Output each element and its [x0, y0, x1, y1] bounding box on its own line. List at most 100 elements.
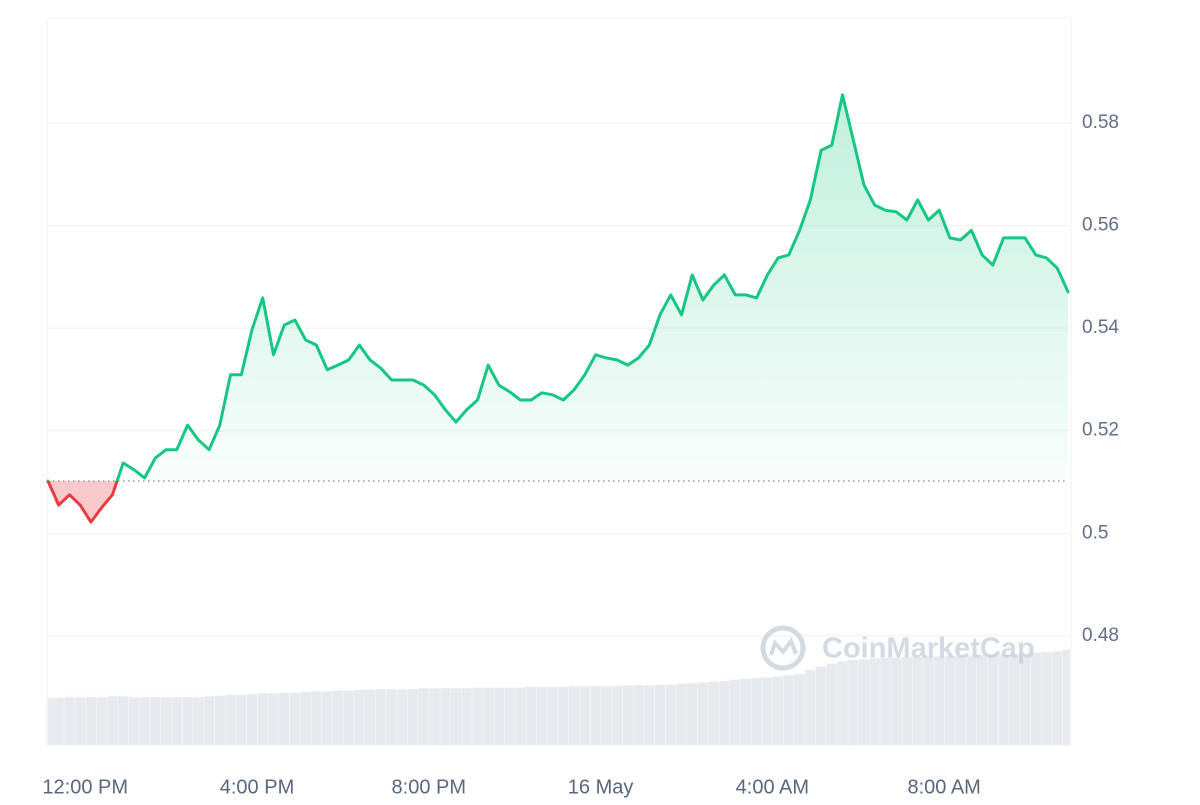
volume-bar — [235, 694, 247, 746]
volume-bar — [171, 696, 183, 746]
watermark: CoinMarketCap — [760, 625, 1035, 671]
volume-bar — [181, 696, 194, 746]
watermark-logo — [769, 636, 798, 656]
volume-bar — [396, 688, 408, 746]
volume-bar — [96, 696, 108, 746]
watermark-text: CoinMarketCap — [822, 633, 1035, 665]
volume-bar — [300, 691, 312, 746]
volume-bar — [214, 695, 226, 746]
volume-bar — [149, 696, 162, 746]
volume-bar — [364, 689, 376, 746]
volume-bar — [138, 696, 151, 746]
volume-bar — [53, 697, 65, 746]
volume-bar — [879, 657, 892, 746]
volume-bar — [589, 685, 602, 746]
volume-bar — [525, 686, 537, 746]
volume-bar — [600, 685, 612, 746]
volume-bar — [750, 677, 763, 746]
volume-bar — [740, 678, 752, 746]
volume-bar — [224, 694, 237, 746]
x-tick-label: 12:00 PM — [42, 776, 128, 798]
volume-bar — [890, 657, 902, 746]
volume-bar — [439, 687, 451, 746]
volume-bar — [321, 690, 333, 746]
volume-bar — [965, 655, 978, 746]
watermark-logo — [760, 625, 806, 671]
volume-bar — [418, 687, 430, 746]
volume-bar — [546, 686, 559, 746]
volume-bar — [246, 693, 258, 746]
volume-bar — [997, 653, 1010, 746]
volume-bar — [622, 685, 634, 746]
volume-bar — [901, 656, 913, 746]
volume-bar — [160, 696, 172, 746]
y-tick-label: 0.52 — [1082, 420, 1119, 441]
volume-bar — [579, 685, 591, 746]
volume-bar — [836, 661, 849, 746]
volume-bar — [987, 654, 999, 746]
volume-bar — [686, 682, 698, 746]
y-tick-label: 0.54 — [1082, 317, 1119, 338]
volume-bar — [772, 676, 784, 746]
volume-bar — [63, 696, 76, 746]
volume-bar — [332, 690, 344, 746]
volume-bar — [1062, 649, 1071, 746]
volume-bar — [74, 696, 86, 746]
volume-bar — [912, 656, 924, 746]
volume-bar — [482, 687, 494, 746]
volume-bar — [675, 683, 688, 746]
volume-bar — [1008, 653, 1020, 746]
volume-bar — [697, 682, 709, 746]
volume-bar — [289, 692, 301, 746]
volume-bar — [504, 687, 516, 746]
volume-bar — [793, 673, 806, 746]
volume-bar — [342, 690, 355, 746]
volume-bar — [203, 695, 215, 746]
volume-bar — [493, 687, 505, 746]
volume-bar — [761, 677, 774, 746]
volume-bar — [353, 689, 366, 746]
volume-bar — [106, 695, 119, 746]
volume-bar — [933, 656, 945, 746]
volume-bar — [708, 681, 720, 746]
volume-bar — [514, 687, 527, 746]
volume-bar — [815, 666, 827, 746]
volume-bar — [1051, 650, 1063, 746]
volume-bar — [1019, 653, 1031, 746]
volume-bar — [117, 695, 129, 746]
volume-bar — [858, 658, 870, 746]
y-tick-label: 0.56 — [1082, 215, 1119, 236]
volume-bar — [310, 690, 323, 746]
y-tick-label: 0.48 — [1082, 625, 1119, 646]
volume-bar — [128, 696, 140, 746]
volume-bar — [1040, 651, 1053, 746]
x-tick-label: 8:00 AM — [907, 776, 980, 798]
volume-bar — [557, 686, 570, 746]
volume-bar — [665, 684, 677, 746]
volume-bar — [783, 674, 795, 746]
volume-bar — [278, 692, 290, 746]
x-tick-label: 8:00 PM — [392, 776, 466, 798]
volume-bar — [85, 696, 97, 746]
volume-bar — [729, 679, 741, 746]
volume-bar — [944, 655, 956, 746]
price-line — [46, 93, 1070, 524]
volume-bar — [922, 656, 935, 746]
volume-bar — [385, 688, 398, 746]
volume-bar — [375, 688, 387, 746]
volume-bar — [826, 663, 838, 746]
volume-bar — [267, 693, 280, 746]
volume-bar — [568, 685, 580, 746]
x-tick-label: 16 May — [568, 776, 634, 798]
y-tick-label: 0.58 — [1082, 112, 1119, 133]
volume-bar — [718, 680, 731, 746]
volume-bar — [450, 687, 462, 746]
volume-bar — [869, 658, 881, 746]
volume-bar — [847, 659, 859, 746]
volume-bar — [407, 688, 419, 746]
volume-bar — [976, 654, 988, 746]
volume-bar — [461, 687, 473, 746]
volume-bar — [654, 684, 666, 746]
